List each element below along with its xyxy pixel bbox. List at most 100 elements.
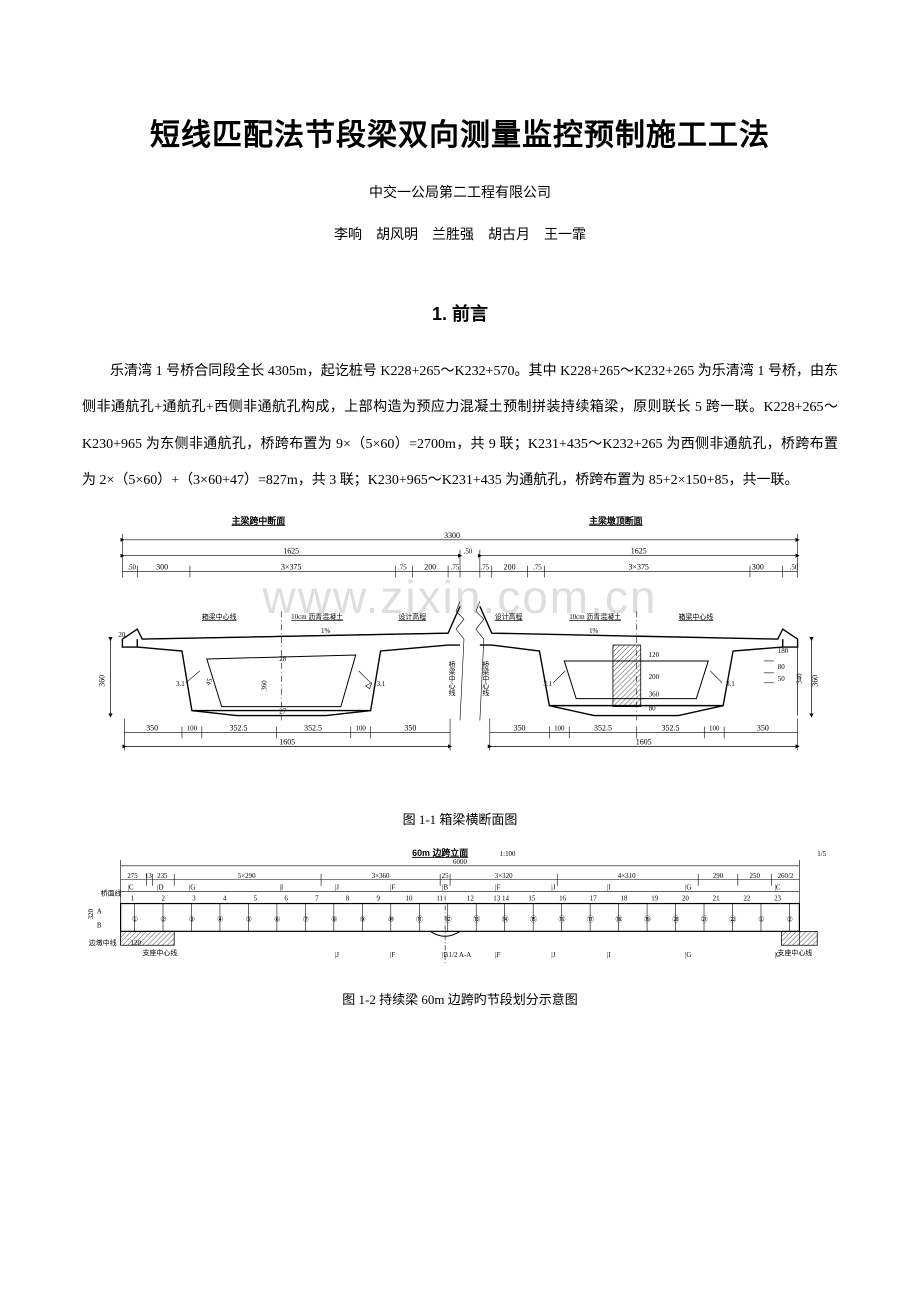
section-1-heading: 1. 前言 [82, 300, 838, 326]
svg-text:352.5: 352.5 [594, 723, 612, 732]
svg-text:.50: .50 [127, 563, 136, 571]
svg-text:80: 80 [778, 662, 785, 670]
paragraph-1: 乐清湾 1 号桥合同段全长 4305m，起讫桩号 K228+265～K232+5… [82, 354, 838, 500]
svg-text:|J: |J [551, 951, 555, 959]
label-bridge-cl-l: 桥梁中心线 [448, 660, 456, 696]
svg-text:3: 3 [192, 894, 196, 902]
svg-text:1605: 1605 [636, 737, 652, 746]
svg-text:|G: |G [189, 883, 195, 891]
svg-text:|F: |F [495, 883, 500, 891]
svg-text:360: 360 [260, 679, 268, 690]
svg-text:3.1: 3.1 [377, 679, 386, 687]
svg-text:2: 2 [162, 894, 166, 902]
svg-text:⑬: ⑬ [473, 915, 480, 923]
svg-text:320: 320 [87, 908, 95, 919]
figure-1: 主梁跨中断面 主梁墩顶断面 3300 1625 1625 .50 .50 300… [82, 512, 838, 828]
svg-text:20: 20 [118, 631, 125, 639]
svg-text:|G: |G [685, 883, 691, 891]
svg-text:120: 120 [649, 651, 660, 659]
svg-text:17: 17 [590, 894, 597, 902]
svg-text:100: 100 [709, 724, 720, 732]
svg-text:3×375: 3×375 [281, 562, 301, 571]
dim-row-left: .50 300 3×375 .75 200 .75 [127, 562, 460, 571]
svg-text:4×310: 4×310 [618, 871, 636, 879]
svg-text:50: 50 [778, 674, 785, 682]
svg-text:⑨: ⑨ [360, 915, 366, 923]
svg-text:350: 350 [514, 723, 526, 732]
svg-text:11: 11 [436, 894, 443, 902]
svg-text:1: 1 [131, 894, 135, 902]
svg-text:352.5: 352.5 [662, 723, 680, 732]
svg-text:13 14: 13 14 [493, 894, 509, 902]
svg-text:⑭: ⑭ [502, 915, 509, 923]
svg-text:B: B [97, 921, 102, 929]
svg-text:.75: .75 [451, 563, 460, 571]
svg-text:⑤: ⑤ [246, 915, 252, 923]
fig2-total: 6000 [453, 857, 467, 865]
svg-text:23: 23 [774, 894, 781, 902]
svg-text:260/2: 260/2 [778, 871, 794, 879]
svg-text:7: 7 [315, 894, 319, 902]
fig2-rowbot: 边墩中线 [89, 938, 117, 947]
svg-text:3.1: 3.1 [543, 679, 552, 687]
svg-text:235: 235 [157, 871, 168, 879]
svg-text:6: 6 [284, 894, 288, 902]
svg-text:⑩: ⑩ [388, 915, 394, 923]
fig2-rowmid-r: 支座中心线 [778, 948, 813, 957]
svg-text:⑲: ⑲ [644, 915, 651, 923]
svg-text:350: 350 [757, 723, 769, 732]
fig2-frac: 1/5 [817, 849, 826, 857]
svg-text:360: 360 [810, 674, 819, 686]
svg-text:28: 28 [279, 655, 286, 663]
document-title: 短线匹配法节段梁双向测量监控预制施工工法 [82, 110, 838, 154]
svg-text:|B: |B [442, 883, 448, 891]
svg-text:①: ① [132, 915, 138, 923]
svg-text:②: ② [160, 915, 166, 923]
label-asphalt-r: 10cm 沥青混凝土 [569, 612, 621, 621]
svg-text:250: 250 [750, 871, 761, 879]
svg-text:290: 290 [713, 871, 724, 879]
svg-text:.75: .75 [480, 563, 489, 571]
fig2-section-marks: |C|D|G|I|J|F|B|F|J|I|G|C [128, 883, 781, 891]
svg-text:5: 5 [254, 894, 258, 902]
svg-text:15: 15 [528, 894, 535, 902]
label-cl-l: 箱梁中心线 [202, 612, 237, 621]
svg-text:5×290: 5×290 [238, 871, 256, 879]
dim-total: 3300 [444, 530, 460, 539]
svg-text:3.1: 3.1 [176, 679, 185, 687]
svg-text:300: 300 [156, 562, 168, 571]
svg-text:8: 8 [346, 894, 350, 902]
figure-2-caption: 图 1-2 持续梁 60m 边跨旳节段划分示意图 [82, 989, 838, 1008]
svg-text:300: 300 [752, 562, 764, 571]
svg-text:⑯: ⑯ [559, 915, 566, 923]
svg-text:19: 19 [651, 894, 658, 902]
svg-text:100: 100 [187, 724, 198, 732]
label-bridge-cl-r: 桥梁中心线 [482, 660, 490, 696]
svg-text:12: 12 [467, 894, 474, 902]
svg-text:10: 10 [405, 894, 412, 902]
box-girder-right: 120 200 360 80 3.1 3.1 360 340 180 80 50… [476, 601, 820, 720]
svg-text:20: 20 [682, 894, 689, 902]
svg-text:100: 100 [554, 724, 565, 732]
svg-text:|J: |J [335, 951, 339, 959]
svg-text:200: 200 [424, 562, 436, 571]
svg-text:80: 80 [649, 704, 656, 712]
dim-half-r: 1625 [631, 546, 647, 555]
svg-text:②: ② [787, 915, 793, 923]
fig1-right-title: 主梁墩顶断面 [589, 514, 643, 525]
svg-text:275: 275 [127, 871, 138, 879]
svg-text:3×320: 3×320 [495, 871, 513, 879]
svg-text:27: 27 [279, 707, 286, 715]
svg-text:①: ① [758, 915, 764, 923]
label-cl-r: 箱梁中心线 [678, 612, 713, 621]
svg-text:③: ③ [189, 915, 195, 923]
svg-text:㉒: ㉒ [729, 915, 736, 923]
fig2-scale: 1:100 [500, 849, 516, 857]
svg-text:25: 25 [442, 871, 449, 879]
dim-half-l: 1625 [283, 546, 299, 555]
svg-text:⑰: ⑰ [587, 915, 594, 923]
svg-text:352.5: 352.5 [230, 723, 248, 732]
svg-text:|F: |F [390, 951, 395, 959]
svg-text:340: 340 [796, 672, 804, 683]
svg-text:|I: |I [607, 951, 611, 959]
